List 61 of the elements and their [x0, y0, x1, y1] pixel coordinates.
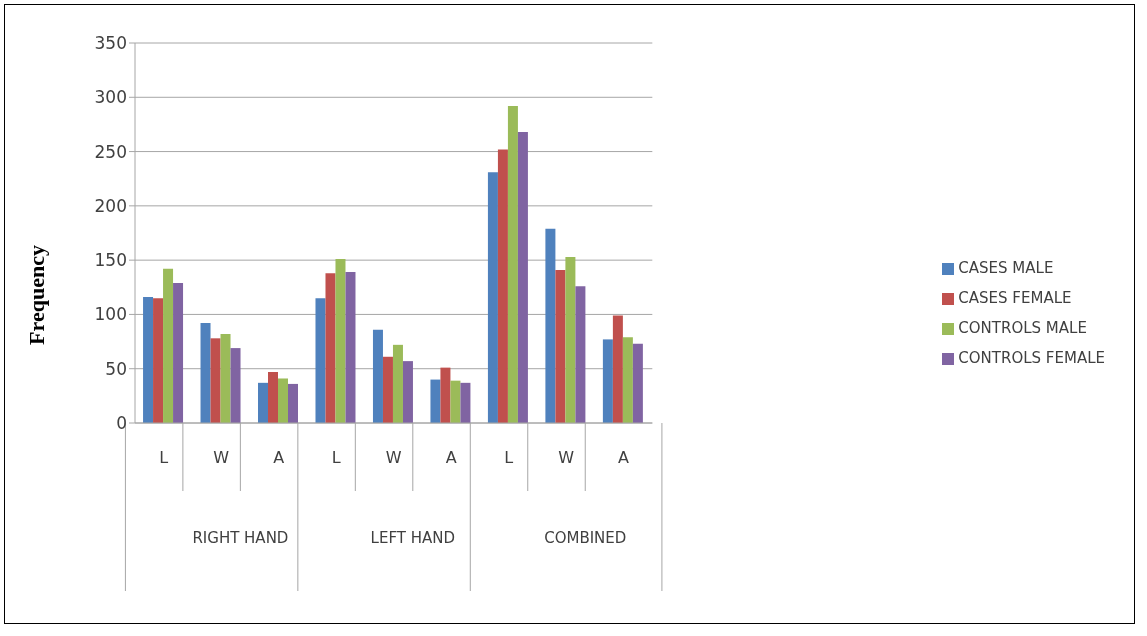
x-tick-label: L	[331, 448, 341, 467]
bar	[230, 348, 241, 423]
x-tick-label: W	[213, 448, 230, 467]
x-tick-label: L	[504, 448, 514, 467]
y-tick-label: 100	[94, 304, 127, 325]
bar	[325, 273, 336, 423]
text: COMBINED	[544, 529, 627, 547]
bar	[372, 329, 383, 423]
y-tick-label: 350	[94, 33, 127, 54]
bar	[143, 297, 154, 423]
legend-label: CASES MALE	[958, 259, 1054, 277]
bar	[268, 371, 279, 423]
y-tick-label: 50	[105, 358, 127, 379]
bar	[440, 367, 451, 423]
bar	[507, 105, 518, 423]
x-tick-label: L	[159, 448, 169, 467]
bar	[565, 256, 576, 423]
bar	[210, 338, 221, 423]
bar	[392, 344, 403, 423]
legend-label: CONTROLS FEMALE	[958, 349, 1105, 367]
bar	[487, 172, 498, 423]
bar	[288, 383, 299, 423]
bar	[430, 379, 441, 423]
bar	[220, 333, 231, 423]
bar	[335, 259, 346, 423]
x-tick-label: A	[273, 448, 285, 467]
bar	[517, 132, 528, 423]
legend-label: CASES FEMALE	[958, 289, 1072, 307]
bar	[450, 380, 461, 423]
bar	[173, 282, 184, 423]
y-tick-label: 300	[94, 87, 127, 108]
y-tick-label: 150	[94, 250, 127, 271]
bar	[345, 272, 356, 423]
text: RIGHT HAND	[192, 529, 289, 547]
y-tick-label: 200	[94, 195, 127, 216]
legend-label: CONTROLS MALE	[958, 319, 1087, 337]
x-tick-label: A	[618, 448, 630, 467]
bar	[278, 378, 289, 423]
bar	[497, 149, 508, 423]
x-tick-label: W	[558, 448, 575, 467]
bar	[200, 323, 211, 423]
y-axis-title: Frequency	[24, 245, 50, 345]
x-tick-label: A	[445, 448, 457, 467]
bar	[622, 337, 633, 423]
text: LEFT HAND	[370, 529, 456, 547]
y-tick-label: 250	[94, 141, 127, 162]
y-tick-label: 0	[116, 413, 127, 434]
bar	[153, 298, 164, 423]
bar	[545, 228, 556, 423]
bar	[402, 361, 413, 423]
bar	[163, 268, 174, 423]
bar	[382, 356, 393, 423]
bar	[460, 382, 471, 423]
x-tick-label: W	[385, 448, 402, 467]
bar	[612, 315, 623, 423]
bar	[555, 269, 566, 423]
bar	[575, 286, 586, 423]
bar	[258, 382, 269, 423]
bar	[632, 343, 643, 423]
bar	[602, 339, 613, 423]
bar	[315, 298, 326, 423]
